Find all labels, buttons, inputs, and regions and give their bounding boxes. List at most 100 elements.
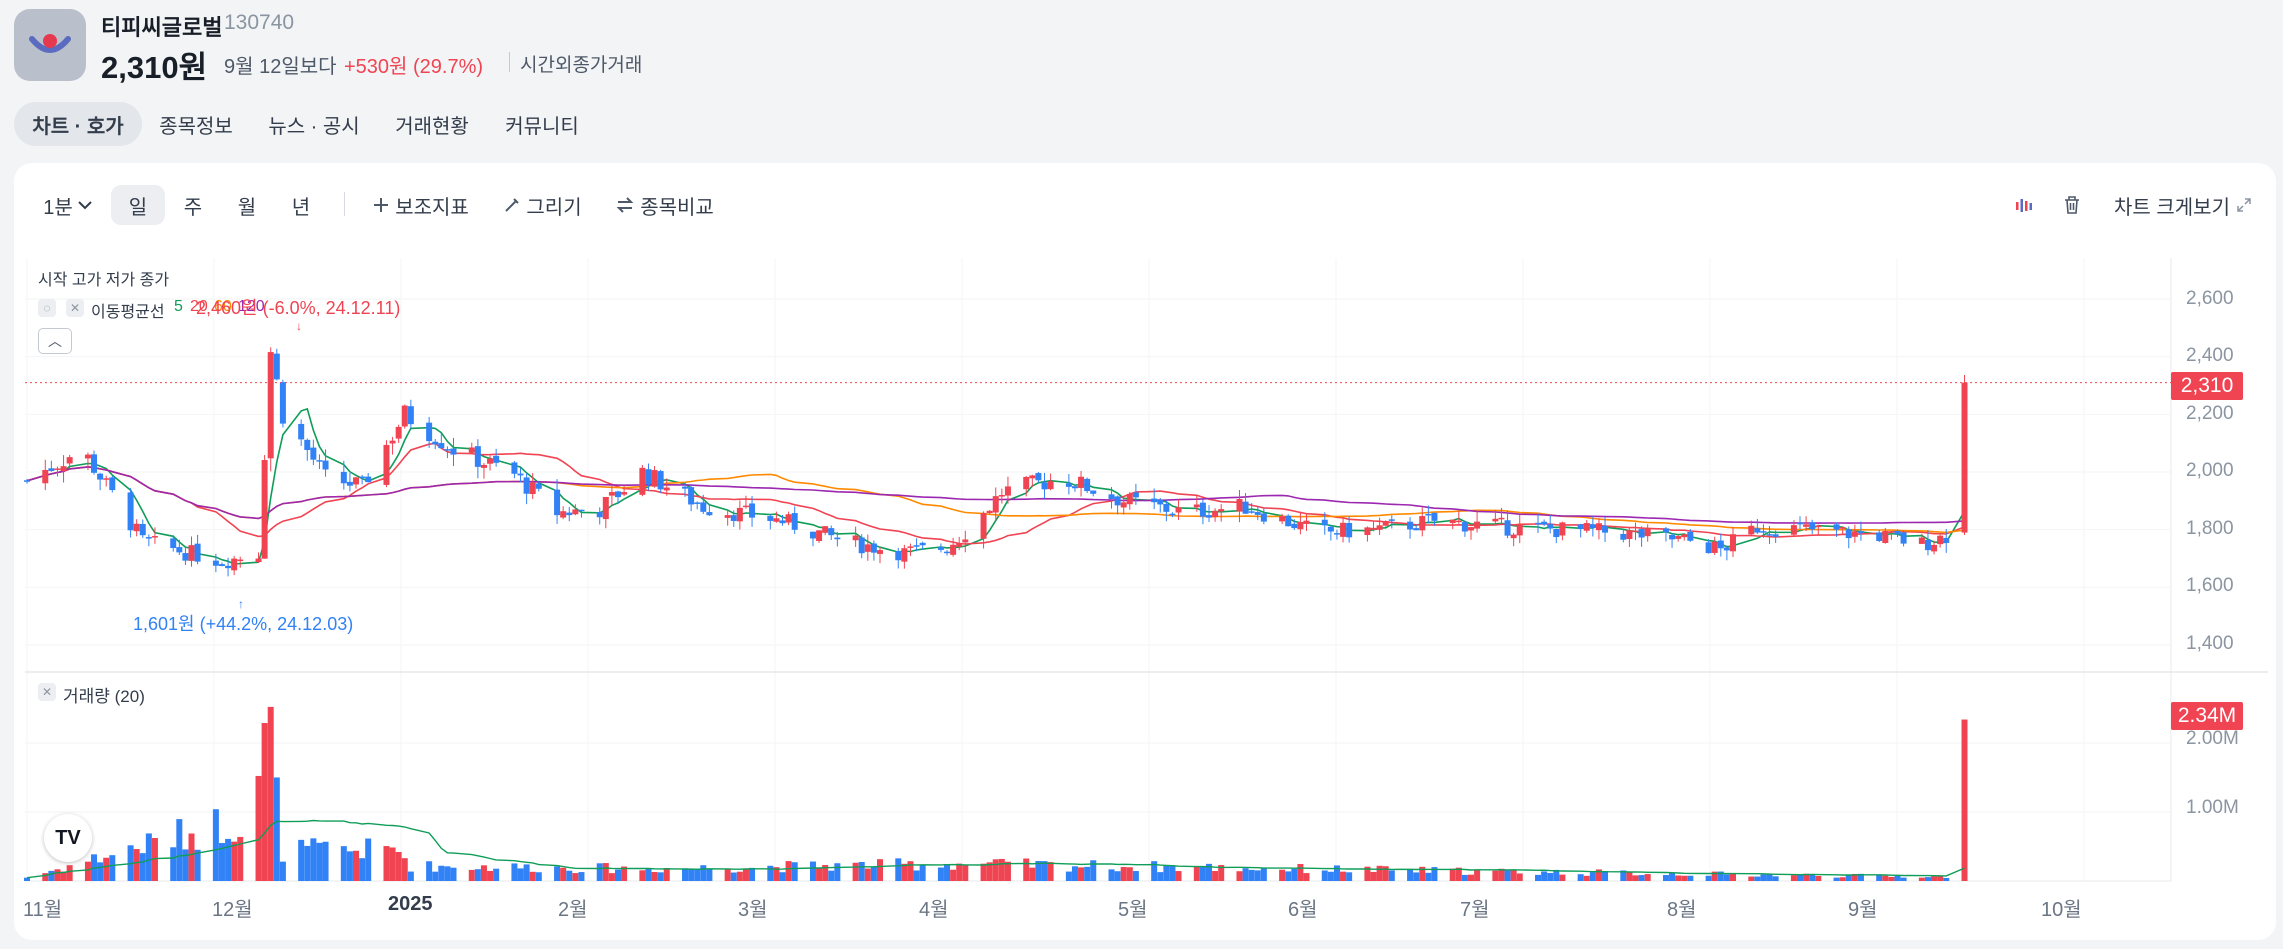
- volume-bar: [1559, 874, 1566, 881]
- x-axis-label: 11월: [23, 899, 63, 921]
- volume-bar: [1212, 871, 1219, 881]
- candle: [432, 441, 439, 445]
- volume-bar: [1041, 861, 1048, 881]
- expand-chart-button[interactable]: 차트 크게보기: [2108, 185, 2258, 225]
- tab-stock-info[interactable]: 종목정보: [159, 115, 233, 138]
- after-hours-link[interactable]: 시간외종가거래: [520, 55, 643, 76]
- candle: [1340, 522, 1347, 537]
- volume-bar: [298, 839, 305, 881]
- eye-off-icon[interactable]: ◌: [38, 299, 56, 317]
- volume-bar: [1035, 861, 1042, 881]
- volume-bar: [785, 861, 792, 881]
- indicator-settings-button[interactable]: [2006, 185, 2042, 225]
- ma-20: 20: [190, 298, 208, 315]
- candle: [517, 473, 524, 476]
- interval-label: 1분: [43, 196, 73, 219]
- volume-bar: [1461, 874, 1468, 881]
- period-week[interactable]: 주: [183, 196, 203, 219]
- volume-bar: [1071, 866, 1078, 881]
- volume-bar: [529, 871, 536, 881]
- candle: [133, 523, 140, 532]
- period-year[interactable]: 년: [291, 196, 311, 219]
- candle: [919, 542, 926, 546]
- candle: [895, 550, 902, 561]
- volume-axis-label: 1.00M: [2186, 797, 2239, 818]
- candle: [310, 447, 317, 460]
- volume-bar: [1206, 863, 1213, 881]
- close-icon[interactable]: ✕: [66, 299, 84, 317]
- volume-bar: [1260, 867, 1267, 881]
- expand-icon: [2237, 198, 2251, 212]
- chevron-up-icon[interactable]: ︿: [38, 328, 72, 354]
- volume-bar: [444, 866, 451, 881]
- candle: [1291, 523, 1298, 529]
- indicators-button[interactable]: 보조지표: [368, 185, 474, 225]
- volume-bar: [1662, 875, 1669, 881]
- compare-button[interactable]: 종목비교: [612, 185, 718, 225]
- period-month[interactable]: 월: [237, 196, 257, 219]
- volume-bar: [1894, 875, 1901, 881]
- candle: [956, 542, 963, 547]
- volume-bar: [1760, 874, 1767, 881]
- volume-bar: [407, 871, 414, 881]
- ma-120: 120: [238, 298, 265, 315]
- candle: [1004, 486, 1011, 496]
- current-volume-tag: 2.34M: [2171, 702, 2243, 730]
- candle: [1632, 530, 1639, 533]
- x-axis-label: 4월: [919, 899, 949, 921]
- tab-community[interactable]: 커뮤니티: [505, 115, 579, 138]
- candle: [1815, 525, 1822, 528]
- candle: [1541, 521, 1548, 525]
- tab-trading-status[interactable]: 거래현황: [395, 115, 469, 138]
- volume-bar: [401, 858, 408, 881]
- candle: [316, 460, 323, 462]
- volume-bar: [359, 858, 366, 881]
- volume-bar: [1425, 872, 1432, 881]
- candle: [1626, 530, 1633, 540]
- candle: [992, 496, 999, 513]
- candle: [1449, 519, 1456, 524]
- x-axis-label: 2025: [388, 893, 433, 915]
- high-marker: ↓: [296, 319, 302, 333]
- candle: [1163, 503, 1170, 512]
- volume-bar: [621, 866, 628, 881]
- candle: [97, 473, 104, 480]
- tab-chart-orderbook[interactable]: 차트 · 호가: [14, 102, 142, 146]
- candle: [1169, 513, 1176, 516]
- candle: [1346, 522, 1353, 538]
- volume-bar: [1364, 866, 1371, 881]
- volume-bar: [133, 849, 140, 881]
- candle: [474, 446, 481, 467]
- volume-bar: [1279, 869, 1286, 881]
- candle: [1754, 528, 1761, 533]
- candle: [1644, 528, 1651, 537]
- candle: [1876, 532, 1883, 542]
- volume-bar: [578, 872, 585, 881]
- tradingview-logo[interactable]: TV: [44, 814, 92, 862]
- candle: [1260, 513, 1267, 522]
- candle: [736, 507, 743, 522]
- volume-bar: [596, 863, 603, 881]
- period-day[interactable]: 일: [111, 185, 165, 225]
- volume-bar: [151, 838, 158, 881]
- candle: [212, 560, 219, 566]
- chevron-down-icon: [78, 201, 92, 210]
- volume-bar: [816, 868, 823, 881]
- volume-bar: [395, 852, 402, 881]
- candle: [1382, 521, 1389, 526]
- interval-dropdown[interactable]: 1분: [36, 185, 100, 225]
- volume-bar: [1413, 872, 1420, 881]
- volume-bar: [1541, 871, 1548, 881]
- volume-bar: [1937, 876, 1944, 881]
- candle: [834, 537, 841, 540]
- candle: [267, 352, 274, 459]
- volume-bar: [602, 863, 609, 881]
- candle: [828, 528, 835, 536]
- volume-bar: [1626, 871, 1633, 881]
- candle: [572, 509, 579, 515]
- close-icon[interactable]: ✕: [38, 683, 56, 701]
- delete-drawings-button[interactable]: [2054, 185, 2090, 225]
- tab-news-disclosure[interactable]: 뉴스 · 공시: [268, 115, 360, 138]
- draw-button[interactable]: 그리기: [500, 185, 586, 225]
